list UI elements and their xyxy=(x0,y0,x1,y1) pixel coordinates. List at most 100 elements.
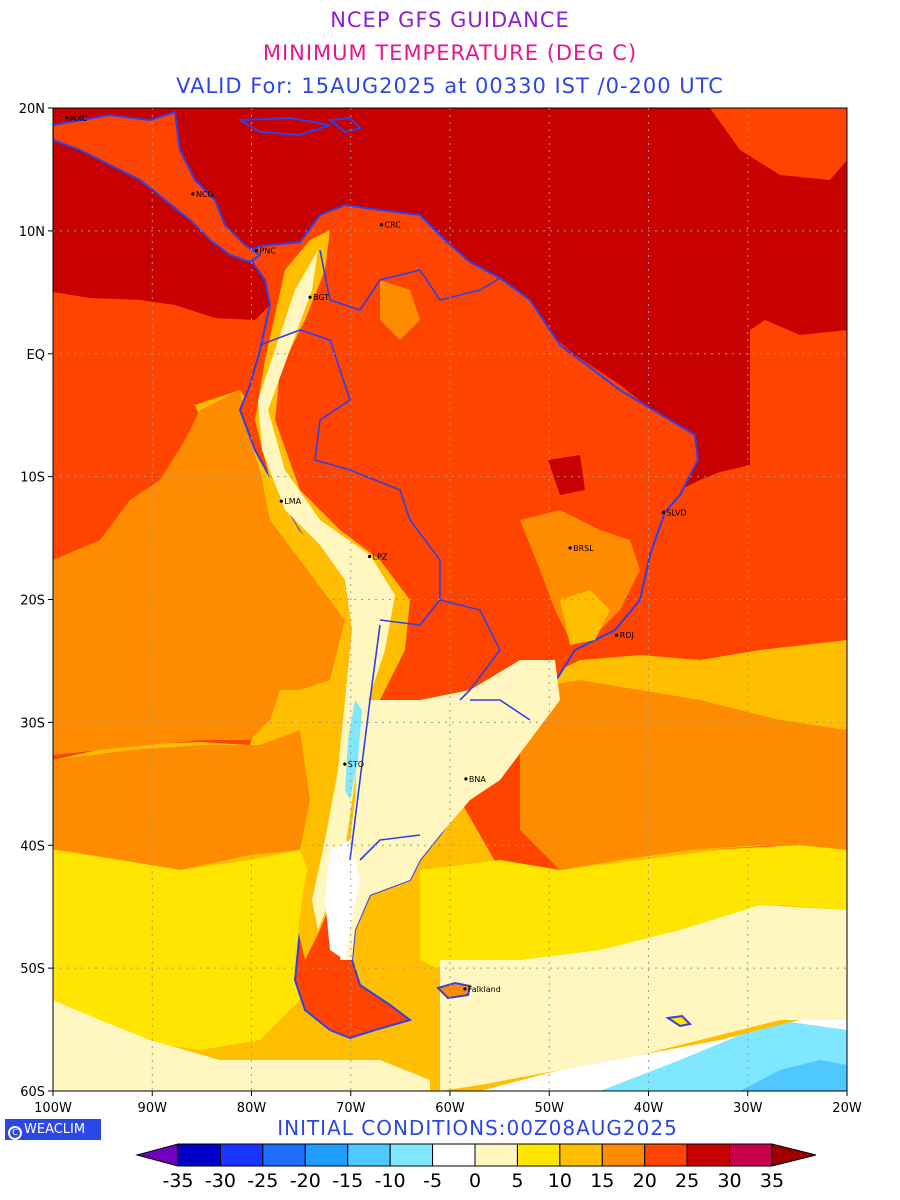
chart-title: NCEP GFS GUIDANCE xyxy=(330,8,570,32)
city-marker xyxy=(191,192,195,196)
colorbar-swatch xyxy=(219,1143,264,1167)
lon-tick-label: 50W xyxy=(535,1101,565,1116)
andes-cold-zone xyxy=(258,250,395,930)
interior-hot-patch xyxy=(548,455,585,495)
city-label: BNA xyxy=(469,775,486,784)
interior-warm-patch xyxy=(380,280,420,340)
field-minus10-southern-ocean xyxy=(740,1060,847,1091)
city-label: SLVD xyxy=(666,508,686,517)
lat-tick-label: 40S xyxy=(20,839,45,854)
city-marker xyxy=(279,499,283,503)
country-borders xyxy=(259,249,531,861)
lat-tick-label: 30S xyxy=(20,716,45,731)
lat-tick-label: EQ xyxy=(27,348,45,363)
city-label: LMA xyxy=(284,497,301,506)
colorbar-tick-label: -30 xyxy=(205,1170,236,1192)
colorbar-high-arrow xyxy=(771,1143,817,1167)
city-label: PNC xyxy=(259,247,276,256)
falkland-islands xyxy=(436,981,472,1000)
field-5-south-atlantic xyxy=(440,905,847,1091)
lon-tick-label: 90W xyxy=(138,1101,168,1116)
colorbar xyxy=(135,1143,817,1167)
andes-minus5 xyxy=(345,700,362,800)
caribbean-islands-east xyxy=(327,116,362,134)
weaclim-label: WEACLIM xyxy=(24,1122,86,1137)
city-label: STO xyxy=(348,760,364,769)
colorbar-swatch xyxy=(389,1143,434,1167)
lon-tick-label: 60W xyxy=(435,1101,465,1116)
lon-tick-label: 70W xyxy=(336,1101,366,1116)
colorbar-swatch xyxy=(177,1143,221,1167)
colorbar-low-arrow xyxy=(135,1143,179,1167)
initial-conditions: INITIAL CONDITIONS:00Z08AUG2025 xyxy=(277,1116,678,1140)
colorbar-tick-label: -15 xyxy=(332,1170,363,1192)
field-15-mid xyxy=(53,390,345,755)
colorbar-tick-label: 30 xyxy=(717,1170,741,1192)
lon-tick-label: 100W xyxy=(34,1101,72,1116)
lon-tick-label: 80W xyxy=(237,1101,267,1116)
colorbar-swatch xyxy=(304,1143,349,1167)
lat-tick-label: 50S xyxy=(20,962,45,977)
copyright-icon: C xyxy=(8,1126,22,1140)
patagonia-zero xyxy=(325,840,360,960)
city-label: LPZ xyxy=(373,552,388,561)
colorbar-tick-label: 10 xyxy=(548,1170,572,1192)
colorbar-tick-label: 20 xyxy=(633,1170,657,1192)
longitude-axis: 100W 90W 80W 70W 60W 50W 40W 30W 20W xyxy=(34,1091,862,1116)
brazil-highland-cool xyxy=(560,590,610,645)
city-marker xyxy=(343,762,347,766)
city-label: CRC xyxy=(385,221,402,230)
colorbar-swatch xyxy=(516,1143,561,1167)
colorbar-swatch xyxy=(474,1143,518,1167)
colorbar-swatch xyxy=(347,1143,391,1167)
colorbar-tick-label: -35 xyxy=(162,1170,193,1192)
brazil-highland-patch xyxy=(520,510,640,640)
valid-time: VALID For: 15AUG2025 at 00330 IST /0-200… xyxy=(176,74,724,98)
south-georgia xyxy=(665,1014,693,1028)
lat-tick-label: 10S xyxy=(20,471,45,486)
colorbar-tick-label: 35 xyxy=(760,1170,784,1192)
lat-tick-label: 20S xyxy=(20,594,45,609)
lon-tick-label: 30W xyxy=(733,1101,763,1116)
city-label: NCG xyxy=(196,190,214,199)
city-marker xyxy=(254,248,259,253)
colorbar-tick-label: -10 xyxy=(375,1170,406,1192)
city-marker xyxy=(464,777,468,781)
latitude-axis: 20N 10N EQ 10S 20S 30S 40S 50S 60S xyxy=(19,102,53,1100)
city-marker xyxy=(463,987,467,991)
city-marker xyxy=(308,295,312,299)
field-15-mid-south xyxy=(53,730,310,870)
lon-tick-label: 20W xyxy=(832,1101,862,1116)
lat-tick-label: 10N xyxy=(19,225,45,240)
city-label: MXC xyxy=(70,114,88,123)
colorbar-tick-label: 5 xyxy=(511,1170,523,1192)
field-10-south-atlantic xyxy=(420,845,847,980)
city-marker xyxy=(615,633,619,637)
field-10-south xyxy=(53,850,330,1050)
colorbar-swatch xyxy=(262,1143,306,1167)
colorbar-swatch xyxy=(559,1143,603,1167)
colorbar-tick-label: 25 xyxy=(675,1170,699,1192)
lat-tick-label: 60S xyxy=(20,1085,45,1100)
city-label: Falkland xyxy=(468,985,501,994)
city-label: BGT xyxy=(313,293,329,302)
city-label: RDJ xyxy=(620,631,634,640)
colorbar-tick-label: -25 xyxy=(247,1170,278,1192)
city-marker xyxy=(661,510,665,514)
city-label: BRSL xyxy=(573,544,594,553)
field-5-south xyxy=(53,1000,430,1091)
city-marker xyxy=(379,223,384,227)
central-america-land xyxy=(53,110,262,264)
colorbar-swatch xyxy=(601,1143,646,1167)
lat-tick-label: 20N xyxy=(19,102,45,117)
city-marker xyxy=(368,554,372,559)
city-labels: MXC NCG CRC PNC BGT LMA LPZ BRSL SLVD RDJ STO BNA Fa… xyxy=(65,114,687,994)
map-field xyxy=(53,108,847,1091)
field-30-north xyxy=(53,108,847,490)
colorbar-labels: -35 -30 -25 -20 -15 -10 -5 0 5 10 15 20 25 30 35 xyxy=(162,1170,784,1192)
lon-tick-label: 40W xyxy=(634,1101,664,1116)
colorbar-tick-label: -20 xyxy=(290,1170,321,1192)
colorbar-tick-label: 0 xyxy=(469,1170,481,1192)
caribbean-islands xyxy=(236,116,331,137)
